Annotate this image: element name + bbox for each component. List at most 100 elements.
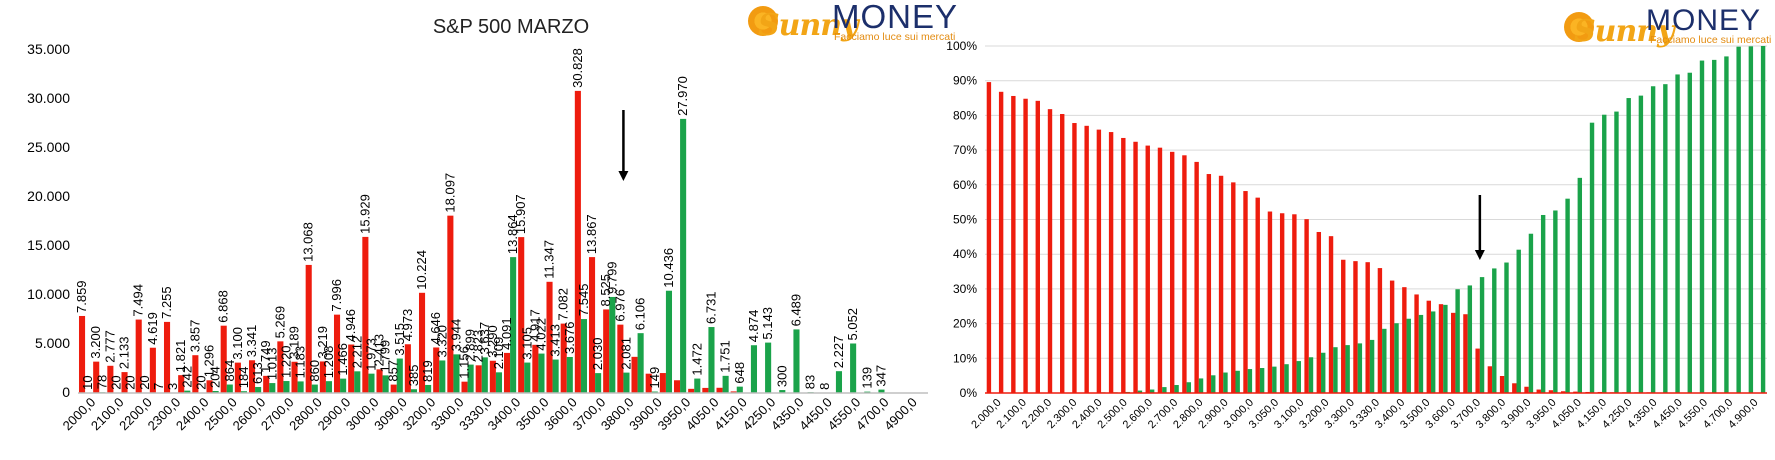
y-tick-label: 10% — [953, 351, 977, 365]
bar — [595, 373, 602, 393]
bar — [305, 264, 312, 393]
data-label: 7.255 — [159, 286, 174, 319]
bar — [1724, 56, 1729, 393]
bar — [1438, 304, 1444, 393]
bar — [481, 357, 488, 393]
bar — [1243, 191, 1248, 393]
data-label: 2.081 — [619, 337, 634, 370]
data-label: 7.859 — [74, 280, 89, 313]
arrow-head — [1474, 250, 1485, 260]
bar — [410, 389, 418, 393]
bar — [986, 82, 992, 393]
bar — [433, 347, 440, 393]
data-label: 9.799 — [604, 261, 619, 294]
data-label: 3.637 — [477, 322, 492, 355]
y-tick-label: 100% — [946, 39, 977, 53]
data-label: 385 — [406, 364, 421, 386]
logo-tagline: Facciamo luce sui mercati — [1650, 34, 1772, 46]
data-label: 11.347 — [542, 240, 557, 279]
data-label: 3.341 — [244, 325, 259, 358]
data-label: 1.208 — [321, 346, 336, 379]
bar — [206, 380, 213, 393]
arrow-head — [618, 171, 629, 181]
bar — [673, 380, 681, 393]
bar — [850, 343, 857, 393]
bar — [376, 369, 383, 393]
data-label: 8 — [817, 383, 832, 390]
bar — [518, 237, 525, 393]
bar — [283, 381, 290, 393]
data-label: 10.436 — [661, 248, 676, 288]
bar — [1536, 389, 1541, 393]
data-label: 7.996 — [329, 279, 344, 312]
bar — [603, 309, 610, 393]
bar — [149, 347, 156, 393]
bar — [765, 342, 772, 393]
bar — [495, 372, 503, 393]
bar — [560, 323, 567, 393]
bar — [1108, 132, 1114, 393]
data-label: 204 — [208, 366, 223, 388]
bar — [1133, 141, 1138, 393]
bar — [665, 290, 673, 393]
data-label: 3.105 — [519, 327, 534, 360]
bar — [1443, 304, 1448, 393]
bar — [1121, 137, 1126, 393]
bar — [1231, 182, 1236, 393]
bar — [1487, 366, 1493, 393]
bar — [1023, 98, 1028, 394]
bar — [1060, 114, 1065, 393]
bar — [736, 386, 743, 393]
bar — [340, 378, 347, 393]
bar — [1194, 161, 1199, 393]
data-label: 2.413 — [372, 334, 387, 367]
bar — [1565, 198, 1570, 393]
data-label: 4.973 — [400, 309, 415, 342]
bar — [93, 361, 100, 393]
data-label: 2.899 — [463, 329, 478, 362]
bar — [637, 333, 644, 393]
bar — [404, 344, 411, 393]
bar — [1504, 262, 1509, 393]
data-label: 4.091 — [499, 317, 514, 350]
y-tick-label: 20% — [953, 317, 977, 331]
bar — [1687, 72, 1692, 393]
data-label: 184 — [236, 366, 251, 388]
data-label: 4.022 — [534, 318, 549, 351]
bar — [447, 215, 454, 393]
bar — [1206, 174, 1212, 393]
data-label: 78 — [94, 375, 109, 389]
data-label: 6.489 — [789, 294, 804, 327]
bar — [234, 362, 241, 393]
data-label: 3.189 — [287, 326, 302, 359]
logo-tagline: Facciamo luce sui mercati — [834, 31, 956, 43]
chart-title: S&P 500 MARZO — [433, 16, 589, 38]
logo-script: Sunny — [1574, 14, 1675, 49]
bar — [1675, 74, 1680, 393]
bar — [1284, 364, 1289, 393]
bar — [1369, 339, 1375, 393]
data-label: 1.751 — [718, 340, 733, 373]
bar — [192, 355, 199, 393]
bar — [532, 344, 539, 393]
data-label: 7 — [151, 383, 166, 390]
bar — [135, 319, 142, 393]
bar — [277, 341, 284, 393]
bar — [1084, 125, 1089, 393]
data-label: 242 — [179, 366, 194, 388]
data-label: 6.106 — [633, 298, 648, 331]
bar — [1186, 382, 1192, 393]
arrow-down-icon — [618, 110, 629, 181]
bar — [348, 344, 355, 393]
bar — [1353, 261, 1358, 393]
data-label: 10 — [80, 375, 95, 389]
data-label: 1.220 — [279, 345, 294, 378]
bar — [1389, 280, 1395, 393]
bar — [1137, 390, 1143, 393]
y-tick-label: 60% — [953, 178, 977, 192]
bar — [1211, 375, 1216, 393]
bar — [178, 375, 185, 393]
bar — [1402, 287, 1407, 393]
data-label: 1.183 — [293, 346, 308, 379]
